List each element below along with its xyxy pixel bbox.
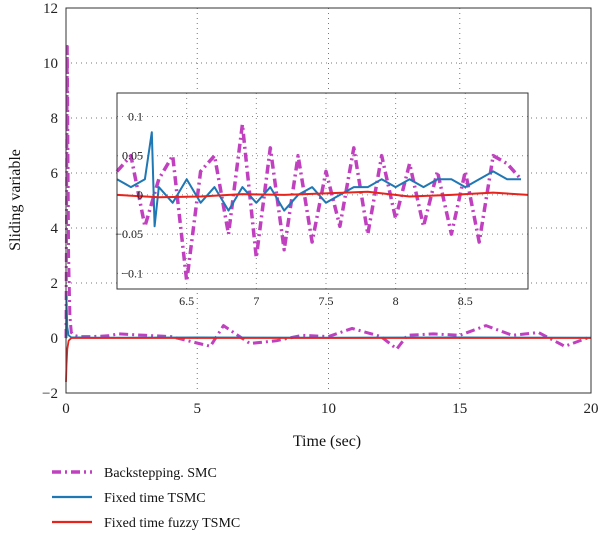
inset-series-line-2	[116, 190, 529, 199]
y-tick-label: −2	[42, 386, 58, 402]
y-tick-label: 12	[43, 1, 58, 17]
inset-plot: 6.5 7 7.5 8 8.5 0.1 0.05 0 −0.05 −0.1	[115, 92, 529, 308]
inset-ticks: 6.5 7 7.5 8 8.5 0.1 0.05 0 −0.05 −0.1	[115, 110, 473, 308]
inset-x-tick-label: 7.5	[318, 294, 333, 308]
x-axis-label: Time (sec)	[293, 433, 361, 450]
inset-series-line-1	[116, 131, 521, 228]
legend-label: Fixed time fuzzy TSMC	[104, 516, 240, 531]
legend-label: Fixed time TSMC	[104, 491, 206, 506]
inset-x-tick-label: 6.5	[179, 294, 194, 308]
inset-y-tick-label: 0	[137, 188, 143, 202]
main-plot-frame	[65, 7, 592, 394]
y-tick-label: 4	[51, 221, 59, 237]
inset-series	[115, 122, 529, 283]
y-tick-label: 10	[43, 56, 58, 72]
inset-y-tick-label: −0.1	[121, 266, 143, 280]
x-tick-label: 15	[452, 401, 467, 417]
inset-series-line-0	[115, 122, 523, 283]
y-tick-label: 2	[51, 276, 59, 292]
inset-y-tick-label: 0.1	[128, 110, 143, 124]
x-tick-label: 5	[194, 401, 202, 417]
x-tick-label: 0	[62, 401, 70, 417]
main-grid	[66, 8, 591, 393]
inset-x-tick-label: 8.5	[458, 294, 473, 308]
y-axis-label: Sliding variable	[7, 149, 24, 251]
inset-x-tick-label: 8	[393, 294, 399, 308]
y-tick-label: 0	[51, 331, 59, 347]
inset-y-tick-label: −0.05	[115, 227, 143, 241]
main-series	[64, 45, 592, 383]
series-line-2	[65, 337, 591, 383]
series-line-0	[64, 45, 592, 351]
y-tick-label: 6	[51, 166, 59, 182]
x-tick-label: 20	[584, 401, 599, 417]
inset-grid	[117, 93, 528, 289]
y-tick-label: 8	[51, 111, 59, 127]
legend: Backstepping. SMC Fixed time TSMC Fixed ti…	[52, 466, 240, 531]
inset-y-tick-label: 0.05	[122, 149, 143, 163]
x-tick-label: 10	[321, 401, 336, 417]
inset-plot-frame	[116, 92, 529, 290]
inset-x-tick-label: 7	[253, 294, 259, 308]
legend-label: Backstepping. SMC	[104, 466, 217, 481]
